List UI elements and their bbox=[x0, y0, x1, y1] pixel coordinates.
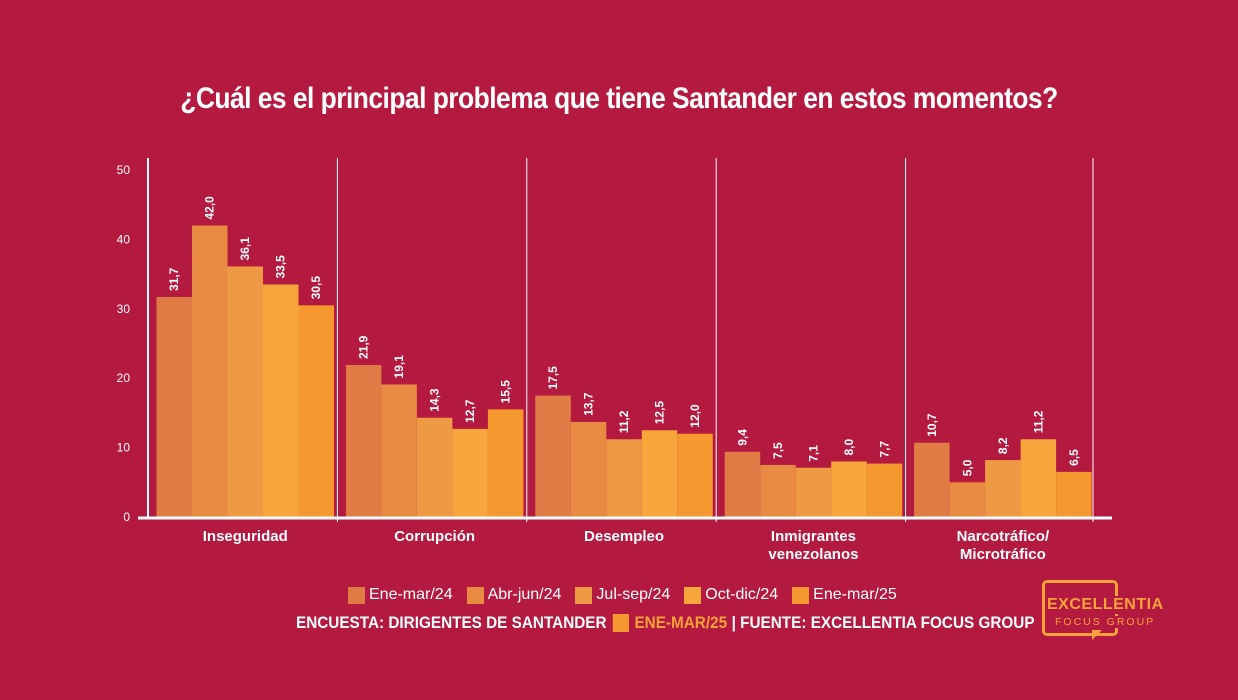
bar bbox=[416, 417, 453, 517]
data-label: 11,2 bbox=[1031, 410, 1045, 433]
excellentia-logo: EXCELLENTIA FOCUS GROUP bbox=[1040, 578, 1165, 640]
legend-item-ene-mar-24: Ene-mar/24 bbox=[348, 586, 453, 604]
category-label: Narcotráfico/ bbox=[957, 528, 1050, 545]
bar bbox=[724, 451, 761, 517]
legend-item-jul-sep-24: Jul-sep/24 bbox=[575, 586, 670, 604]
data-label: 11,2 bbox=[617, 410, 631, 433]
footer-survey: ENCUESTA: DIRIGENTES DE SANTANDER bbox=[296, 613, 607, 632]
legend-swatch bbox=[684, 586, 702, 604]
bar bbox=[949, 482, 986, 517]
y-tick-label: 0 bbox=[123, 510, 130, 524]
footer-period: ENE-MAR/25 bbox=[634, 613, 728, 632]
legend-swatch bbox=[466, 586, 484, 604]
data-label: 10,7 bbox=[925, 413, 939, 437]
data-label: 15,5 bbox=[499, 380, 513, 404]
bar bbox=[535, 395, 571, 517]
data-label: 7,1 bbox=[806, 445, 820, 462]
legend-swatch bbox=[792, 586, 810, 604]
chart-legend: Ene-mar/24 Abr-jun/24 Jul-sep/24 Oct-dic… bbox=[348, 586, 911, 604]
bar bbox=[345, 365, 382, 517]
bar-chart: 0 10 20 30 40 50 31,7 42,0 36,1 33,5 30,5 Insegurid… bbox=[117, 158, 1112, 563]
data-label: 12,5 bbox=[653, 401, 667, 425]
bar bbox=[227, 266, 263, 517]
bar bbox=[156, 297, 192, 517]
data-label: 17,5 bbox=[546, 366, 560, 390]
legend-swatch bbox=[348, 586, 365, 604]
data-label: 30,5 bbox=[309, 276, 323, 300]
data-label: 21,9 bbox=[357, 335, 371, 359]
data-label: 36,1 bbox=[238, 237, 252, 261]
footer-source-text: | FUENTE: EXCELLENTIA FOCUS GROUP bbox=[731, 613, 1035, 632]
data-label: 7,7 bbox=[877, 441, 891, 458]
category-label: Inmigrantes bbox=[771, 528, 856, 545]
data-label: 13,7 bbox=[582, 392, 596, 416]
logo-subtitle: FOCUS GROUP bbox=[1054, 616, 1157, 628]
data-label: 8,0 bbox=[842, 438, 856, 455]
bar bbox=[795, 467, 832, 517]
category-label: Microtráfico bbox=[960, 546, 1046, 563]
data-label: 6,5 bbox=[1067, 449, 1081, 466]
bar bbox=[487, 409, 524, 517]
bar bbox=[760, 464, 796, 517]
y-tick-label: 30 bbox=[117, 302, 131, 316]
legend-label: Ene-mar/25 bbox=[813, 586, 897, 603]
legend-item-abr-jun-24: Abr-jun/24 bbox=[466, 586, 562, 604]
legend-item-ene-mar-25: Ene-mar/25 bbox=[792, 586, 897, 604]
bar bbox=[452, 428, 488, 517]
bar bbox=[192, 225, 228, 517]
category-label: Corrupción bbox=[394, 528, 475, 545]
logo-bubble-tail bbox=[1092, 630, 1102, 640]
y-tick-label: 10 bbox=[117, 441, 131, 455]
bar bbox=[914, 442, 950, 517]
data-label: 8,2 bbox=[996, 437, 1010, 454]
bar bbox=[1056, 471, 1092, 517]
bar bbox=[1020, 439, 1057, 517]
y-tick-label: 50 bbox=[117, 163, 131, 177]
data-label: 33,5 bbox=[274, 255, 288, 279]
data-label: 14,3 bbox=[428, 388, 442, 412]
data-label: 31,7 bbox=[167, 267, 181, 291]
legend-label: Jul-sep/24 bbox=[596, 586, 671, 603]
logo-name: EXCELLENTIA bbox=[1046, 596, 1165, 614]
y-tick-label: 20 bbox=[117, 371, 131, 385]
category-label: venezolanos bbox=[768, 546, 858, 563]
bar bbox=[298, 305, 334, 517]
bar bbox=[985, 460, 1021, 517]
data-label: 12,7 bbox=[463, 399, 477, 423]
bar bbox=[263, 284, 299, 517]
legend-label: Oct-dic/24 bbox=[705, 586, 779, 603]
data-label: 42,0 bbox=[203, 196, 217, 220]
bar bbox=[570, 421, 607, 517]
data-label: 9,4 bbox=[735, 429, 749, 446]
bar bbox=[866, 463, 903, 517]
data-label: 19,1 bbox=[392, 355, 406, 379]
legend-label: Abr-jun/24 bbox=[487, 586, 562, 603]
bar bbox=[606, 439, 642, 517]
chart-title: ¿Cuál es el principal problema que tiene… bbox=[180, 82, 1058, 115]
bar bbox=[831, 461, 867, 517]
bar bbox=[381, 384, 417, 517]
category-label: Inseguridad bbox=[203, 528, 288, 545]
data-label: 5,0 bbox=[960, 459, 974, 476]
data-label: 7,5 bbox=[771, 442, 785, 459]
legend-label: Ene-mar/24 bbox=[369, 586, 453, 603]
category-label: Desempleo bbox=[584, 528, 664, 545]
data-label: 12,0 bbox=[688, 404, 702, 428]
legend-item-oct-dic-24: Oct-dic/24 bbox=[684, 586, 778, 604]
footer-source: ENCUESTA: DIRIGENTES DE SANTANDER ENE-MA… bbox=[296, 613, 1035, 633]
bar bbox=[641, 430, 678, 517]
bar bbox=[677, 433, 713, 517]
legend-swatch bbox=[575, 586, 593, 604]
y-tick-label: 40 bbox=[117, 232, 131, 246]
footer-swatch bbox=[612, 614, 630, 632]
